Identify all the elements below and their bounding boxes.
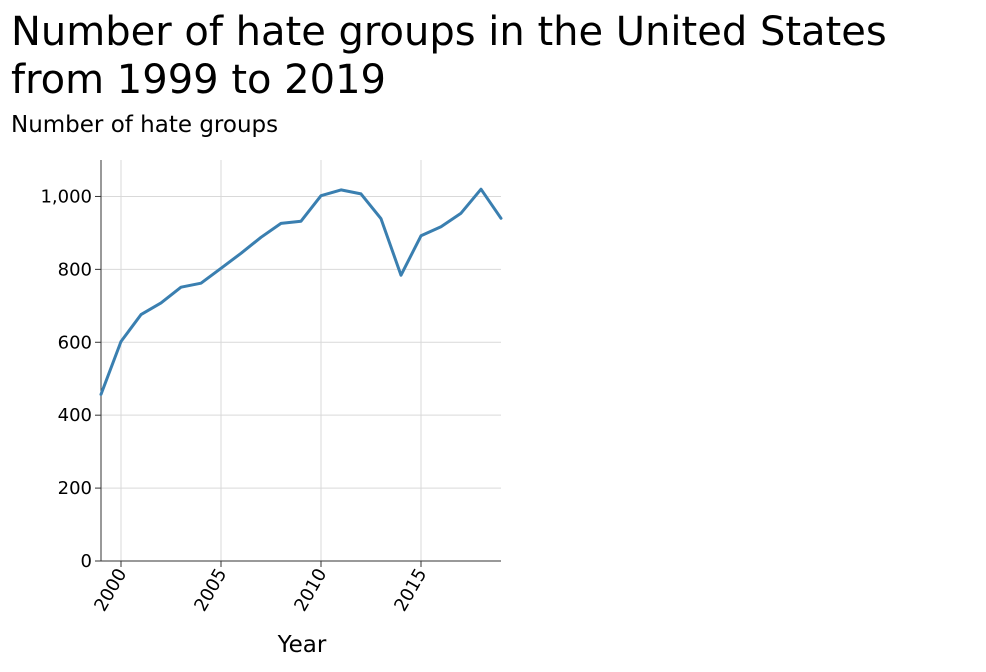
x-tick-label: 2000 [90, 565, 131, 615]
series-layer [99, 187, 503, 396]
y-tick-label: 800 [58, 259, 92, 280]
y-tick-label: 1,000 [40, 186, 92, 207]
y-tick-label: 200 [58, 478, 92, 499]
x-tick-label: 2010 [290, 565, 331, 615]
y-tick-label: 600 [58, 332, 92, 353]
x-tick-label: 2005 [190, 565, 231, 615]
axes [95, 160, 501, 567]
tick-labels: 0 200 400 600 800 1,000 2000 2005 2010 2015 [40, 186, 431, 615]
x-axis-label: Year [277, 632, 327, 658]
y-tick-label: 400 [58, 405, 92, 426]
series-line [99, 187, 503, 396]
x-tick-label: 2015 [390, 565, 431, 615]
y-tick-label: 0 [81, 551, 92, 572]
y-axis-label: Number of hate groups [11, 112, 279, 138]
chart-title: Number of hate groups in the United Stat… [11, 9, 887, 103]
